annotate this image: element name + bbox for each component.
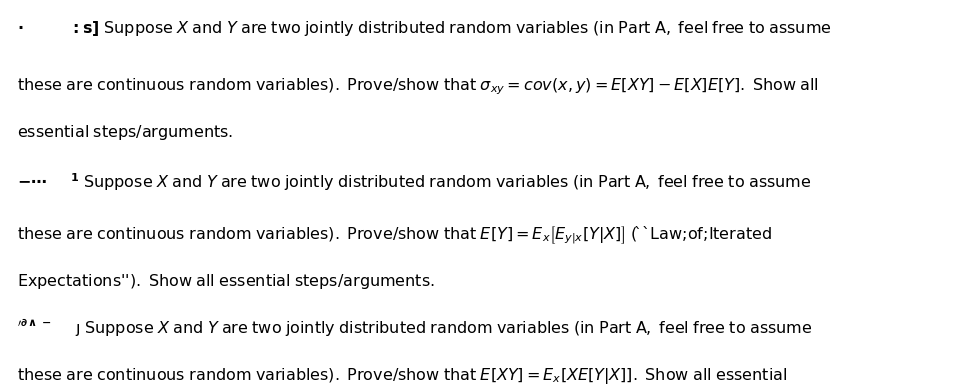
Text: $\mathrm{Expectations\text{''}).\;Show\;all\;essential\;steps/arguments.}$: $\mathrm{Expectations\text{''}).\;Show\;… [17,272,435,291]
Text: $\mathrm{these\;are\;continuous\;random\;variables).\;Prove/show\;that}\;E[XY] =: $\mathrm{these\;are\;continuous\;random\… [17,366,787,386]
Text: $\mathrm{essential\;steps/arguments.}$: $\mathrm{essential\;steps/arguments.}$ [17,123,234,142]
Text: $\mathbf{{}^{\prime}{}^{\partial}{}^{\wedge}\;{}^{-}}\quad\;\;\mathrm{\jmath\;Su: $\mathbf{{}^{\prime}{}^{\partial}{}^{\we… [17,317,812,338]
Text: $\mathrm{these\;are\;continuous\;random\;variables).\;Prove/show\;that}\;E[Y] = : $\mathrm{these\;are\;continuous\;random\… [17,224,772,246]
Text: $\mathrm{these\;are\;continuous\;random\;variables).\;Prove/show\;that}\;\sigma_: $\mathrm{these\;are\;continuous\;random\… [17,76,819,97]
Text: $\mathbf{\cdot}\quad\quad\quad\mathbf{:s]}\;\mathrm{Suppose}\;\mathit{X}\;\mathr: $\mathbf{\cdot}\quad\quad\quad\mathbf{:s… [17,19,832,38]
Text: $\mathbf{-\cdots}\quad\;\;{}^{\mathbf{1}}\;\mathrm{Suppose}\;\mathit{X}\;\mathrm: $\mathbf{-\cdots}\quad\;\;{}^{\mathbf{1}… [17,171,811,193]
